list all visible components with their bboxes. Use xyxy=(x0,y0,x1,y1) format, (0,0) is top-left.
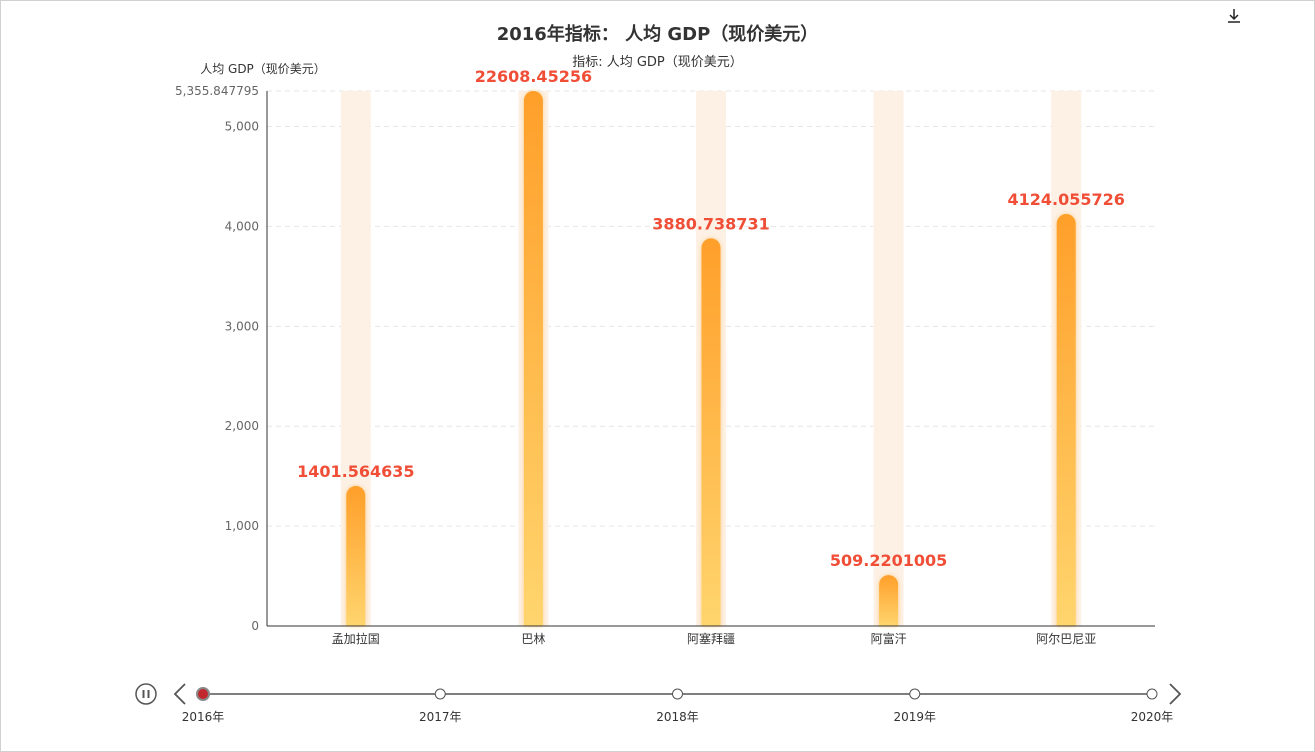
timeline-year-label[interactable]: 2019年 xyxy=(893,710,936,724)
timeline-node[interactable] xyxy=(196,687,210,701)
bar-value-label: 4124.055726 xyxy=(1007,190,1124,209)
y-max-label: 5,355.847795 xyxy=(175,84,259,98)
timeline-year-label[interactable]: 2018年 xyxy=(656,710,699,724)
y-tick-label: 1,000 xyxy=(225,519,259,533)
bar[interactable] xyxy=(523,91,543,626)
timeline-node[interactable] xyxy=(1146,688,1158,700)
bar-value-label: 22608.45256 xyxy=(475,67,592,86)
bar[interactable] xyxy=(346,485,366,626)
labels: 1401.564635 22608.45256 3880.738731 509.220… xyxy=(297,67,1125,570)
y-axis-title: 人均 GDP（现价美元） xyxy=(200,62,326,76)
chevron-right-icon[interactable] xyxy=(1169,683,1182,705)
y-tick-label: 2,000 xyxy=(225,419,259,433)
timeline-year-label[interactable]: 2016年 xyxy=(182,710,225,724)
chevron-left-icon[interactable] xyxy=(173,683,186,705)
timeline-node[interactable] xyxy=(909,688,921,700)
download-icon[interactable] xyxy=(1225,7,1243,25)
chart-title: 2016年指标： 人均 GDP（现价美元） xyxy=(496,24,819,45)
x-tick-label: 阿塞拜疆 xyxy=(687,631,735,646)
timeline-node[interactable] xyxy=(672,688,683,700)
bar[interactable] xyxy=(1056,214,1076,626)
bars xyxy=(346,91,1076,626)
axes: 0 1,000 2,000 3,000 4,000 5,000 5,355.847795 人均… xyxy=(175,62,1155,646)
y-tick-label: 0 xyxy=(251,619,259,633)
x-tick-label: 孟加拉国 xyxy=(332,631,380,646)
bar-value-label: 509.2201005 xyxy=(830,551,947,570)
bar[interactable] xyxy=(879,575,899,626)
timeline-node[interactable] xyxy=(434,688,446,700)
bar-value-label: 1401.564635 xyxy=(297,462,414,481)
y-tick-label: 5,000 xyxy=(225,120,259,134)
chart-subtitle: 指标: 人均 GDP（现价美元） xyxy=(572,55,743,70)
bar[interactable] xyxy=(701,238,721,626)
x-tick-label: 巴林 xyxy=(521,632,545,646)
x-tick-label: 阿富汗 xyxy=(871,631,907,646)
y-tick-label: 3,000 xyxy=(225,319,259,333)
timeline-year-label[interactable]: 2020年 xyxy=(1131,710,1174,724)
timeline: 2016年 2017年 2018年 2019年 2020年 xyxy=(135,683,1182,724)
timeline-year-label[interactable]: 2017年 xyxy=(419,710,462,724)
bar-value-label: 3880.738731 xyxy=(652,214,769,233)
bar-background xyxy=(873,91,904,626)
y-tick-label: 4,000 xyxy=(225,219,259,233)
x-tick-label: 阿尔巴尼亚 xyxy=(1036,631,1096,646)
pause-icon[interactable] xyxy=(135,683,157,705)
